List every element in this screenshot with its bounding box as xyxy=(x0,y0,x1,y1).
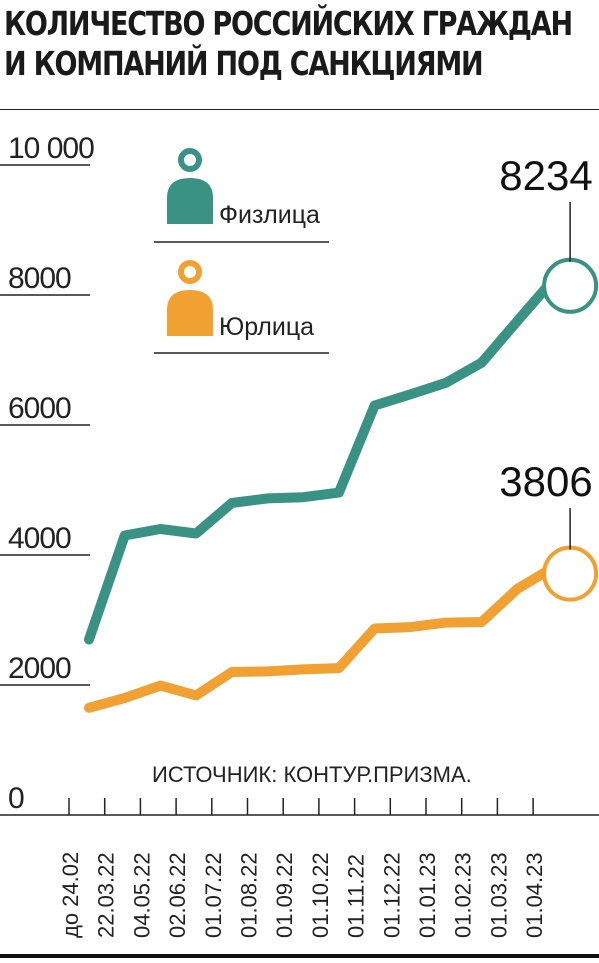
legend-label-individuals: Физлица xyxy=(219,201,320,229)
x-tick-label: 01.09.22 xyxy=(272,852,297,938)
x-tick-label: 01.11.22 xyxy=(344,854,369,938)
y-tick-label: 10 000 xyxy=(8,132,94,165)
x-tick-label: 01.08.22 xyxy=(237,852,262,938)
source-note: ИСТОЧНИК: КОНТУР.ПРИЗМА. xyxy=(152,762,472,787)
title-divider xyxy=(0,109,599,110)
y-tick-label: 0 xyxy=(8,782,24,815)
person-icon xyxy=(167,148,213,224)
y-axis: 0 2000 4000 6000 8000 10 000 xyxy=(0,132,95,815)
legend-companies: Юрлица xyxy=(154,260,329,354)
x-axis: до 24.02 22.03.22 04.05.22 02.06.22 01.07.22… xyxy=(0,798,599,938)
x-tick-label: 04.05.22 xyxy=(129,852,154,938)
end-value-label: 8234 xyxy=(499,152,592,199)
x-tick-label: 01.07.22 xyxy=(201,852,226,938)
x-tick-label: 01.02.23 xyxy=(451,852,476,938)
legend-individuals: Физлица xyxy=(154,148,329,243)
chart-title-line-2: и компаний под санкциями xyxy=(4,44,484,83)
person-icon xyxy=(167,260,213,336)
legend: Физлица Юрлица xyxy=(154,148,329,354)
series-line xyxy=(84,562,559,713)
bottom-divider xyxy=(0,954,599,958)
chart-title-line-1: Количество российских граждан xyxy=(4,4,573,43)
y-tick-label: 6000 xyxy=(8,392,71,425)
x-tick-label: 22.03.22 xyxy=(94,852,119,938)
x-tick-label: 02.06.22 xyxy=(165,852,190,938)
y-tick-label: 2000 xyxy=(8,652,71,685)
series-line xyxy=(84,274,559,645)
end-value-label: 3806 xyxy=(499,458,592,505)
end-marker xyxy=(542,545,599,602)
x-tick-label: до 24.02 xyxy=(58,852,83,938)
legend-label-companies: Юрлица xyxy=(219,313,314,341)
x-tick-label: 01.03.23 xyxy=(486,852,511,938)
y-tick-label: 8000 xyxy=(8,262,71,295)
y-tick-label: 4000 xyxy=(8,522,71,555)
x-tick-label: 01.01.23 xyxy=(415,852,440,938)
series-group: 8234 3806 xyxy=(84,152,599,713)
x-tick-label: 01.10.22 xyxy=(308,852,333,938)
chart-title: Количество российских граждан и компаний… xyxy=(4,4,573,84)
x-tick-label: 01.04.23 xyxy=(522,852,547,938)
end-marker xyxy=(542,257,599,314)
x-tick-label: 01.12.22 xyxy=(379,852,404,938)
